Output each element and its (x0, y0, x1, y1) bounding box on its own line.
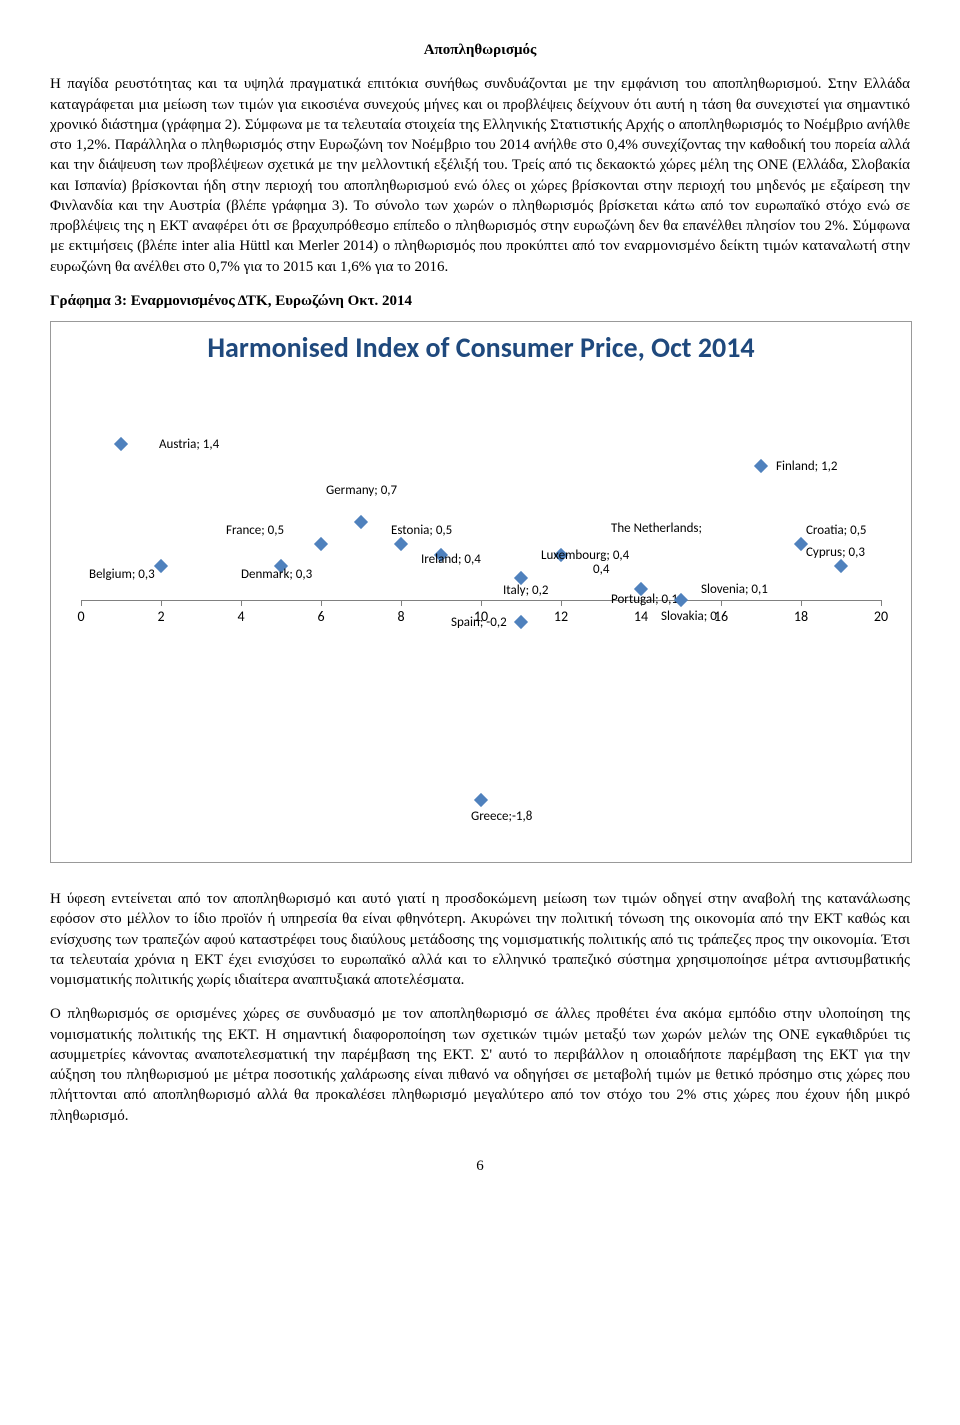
x-tick-label: 8 (397, 608, 404, 627)
x-tick-label: 2 (157, 608, 164, 627)
paragraph-1: Η παγίδα ρευστότητας και τα υψηλά πραγμα… (50, 74, 910, 277)
data-label: Slovakia; 0 (661, 610, 717, 624)
paragraph-3: Ο πληθωρισμός σε ορισμένες χώρες σε συνδ… (50, 1004, 910, 1126)
data-label: Slovenia; 0,1 (701, 583, 768, 597)
section-heading: Αποπληθωρισμός (50, 40, 910, 60)
x-tick-label: 12 (554, 608, 568, 627)
data-marker (354, 515, 368, 529)
data-label: Estonia; 0,5 (391, 524, 452, 538)
data-marker (154, 559, 168, 573)
x-tick (881, 600, 882, 606)
x-tick-label: 14 (634, 608, 648, 627)
data-label: Portugal; 0,1 (611, 593, 678, 607)
x-tick (721, 600, 722, 606)
x-tick (401, 600, 402, 606)
data-marker (394, 537, 408, 551)
data-label: Germany; 0,7 (326, 484, 397, 498)
data-marker (314, 537, 328, 551)
graph-caption: Γράφημα 3: Εναρμονισμένος ΔΤΚ, Ευρωζώνη … (50, 291, 910, 311)
graph-caption-bold: Γράφημα 3: Εναρμονισμένος ΔΤΚ, Ευρωζώνη … (50, 293, 412, 309)
x-tick (481, 600, 482, 606)
data-label: Belgium; 0,3 (89, 568, 155, 582)
data-label: Denmark; 0,3 (241, 568, 312, 582)
data-label: Croatia; 0,5 (806, 524, 867, 538)
paragraph-2: Η ύφεση εντείνεται από τον αποπληθωρισμό… (50, 889, 910, 990)
data-label: 0,4 (593, 563, 609, 577)
chart-plot-area: 02468101214161820Austria; 1,4Belgium; 0,… (81, 422, 881, 822)
data-label: Cyprus; 0,3 (806, 546, 865, 560)
chart-title: Harmonised Index of Consumer Price, Oct … (51, 332, 911, 364)
x-tick (81, 600, 82, 606)
data-label: Spain; -0,2 (451, 616, 507, 630)
data-marker (474, 793, 488, 807)
x-tick-label: 4 (237, 608, 244, 627)
data-label: France; 0,5 (226, 524, 284, 538)
x-tick-label: 0 (77, 608, 84, 627)
x-tick (321, 600, 322, 606)
data-label: Luxembourg; 0,4 (541, 549, 629, 563)
data-label: Finland; 1,2 (776, 460, 838, 474)
x-tick (561, 600, 562, 606)
x-tick (801, 600, 802, 606)
data-label: The Netherlands; (611, 522, 702, 536)
data-label: Italy; 0,2 (503, 584, 548, 598)
data-marker (514, 615, 528, 629)
x-tick-label: 6 (317, 608, 324, 627)
page-number: 6 (50, 1156, 910, 1176)
data-marker (834, 559, 848, 573)
data-label: Ireland; 0,4 (421, 553, 481, 567)
chart-container: Harmonised Index of Consumer Price, Oct … (50, 321, 912, 863)
data-label: Greece;-1,8 (471, 810, 532, 824)
x-tick-label: 20 (874, 608, 888, 627)
x-tick (161, 600, 162, 606)
data-marker (114, 437, 128, 451)
data-label: Austria; 1,4 (159, 438, 219, 452)
data-marker (754, 459, 768, 473)
x-tick (241, 600, 242, 606)
x-tick-label: 18 (794, 608, 808, 627)
